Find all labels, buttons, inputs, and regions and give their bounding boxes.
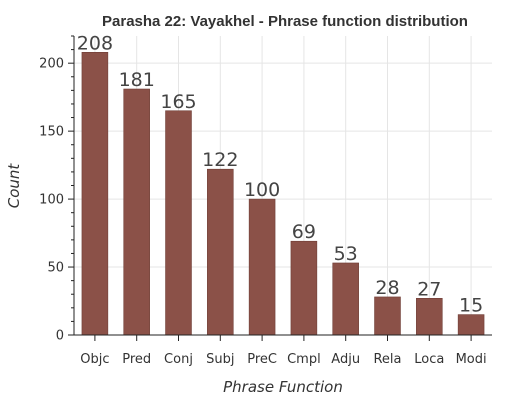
bar-subj bbox=[207, 168, 234, 336]
x-tick-label: Conj bbox=[164, 352, 193, 367]
y-tick-label: 0 bbox=[56, 329, 64, 344]
x-tick-label: PreC bbox=[247, 352, 277, 367]
data-label-objc: 208 bbox=[77, 32, 113, 54]
data-label-cmpl: 69 bbox=[292, 221, 316, 243]
x-tick-label: Pred bbox=[122, 352, 151, 367]
bar-loca bbox=[416, 298, 443, 336]
x-tick-label: Objc bbox=[80, 352, 109, 367]
x-tick-label: Adju bbox=[331, 352, 360, 367]
data-label-conj: 165 bbox=[160, 91, 196, 113]
bars bbox=[81, 52, 485, 336]
y-tick-label: 200 bbox=[39, 57, 64, 72]
data-label-prec: 100 bbox=[244, 179, 280, 201]
y-tick-label: 150 bbox=[39, 125, 64, 140]
x-tick-label: Loca bbox=[414, 352, 444, 367]
bar-cmpl bbox=[290, 240, 318, 336]
data-label-pred: 181 bbox=[119, 69, 155, 91]
x-axis-label: Phrase Function bbox=[223, 378, 343, 396]
x-tick-label: Modi bbox=[456, 352, 487, 367]
data-label-subj: 122 bbox=[202, 149, 238, 171]
data-label-adju: 53 bbox=[334, 243, 358, 265]
y-tick-label: 100 bbox=[39, 193, 64, 208]
y-tick-label: 50 bbox=[47, 261, 64, 276]
x-tick-label: Cmpl bbox=[287, 352, 321, 367]
data-label-rela: 28 bbox=[375, 277, 399, 299]
bar-prec bbox=[248, 198, 276, 336]
bar-adju bbox=[332, 262, 359, 336]
bar-rela bbox=[374, 296, 401, 336]
data-label-modi: 15 bbox=[459, 295, 483, 317]
bar-modi bbox=[457, 314, 485, 336]
data-label-loca: 27 bbox=[417, 278, 441, 300]
chart-title: Parasha 22: Vayakhel - Phrase function d… bbox=[102, 13, 468, 30]
axes: 0 50 100 150 200 Objc Pred Conj Subj PreC Cmpl Adju… bbox=[39, 35, 492, 367]
x-tick-label: Subj bbox=[206, 352, 234, 367]
x-tick-label: Rela bbox=[373, 352, 401, 367]
bar-conj bbox=[165, 110, 192, 336]
y-axis-label: Count bbox=[5, 163, 23, 209]
bar-objc bbox=[81, 52, 109, 336]
bar-pred bbox=[123, 88, 150, 336]
